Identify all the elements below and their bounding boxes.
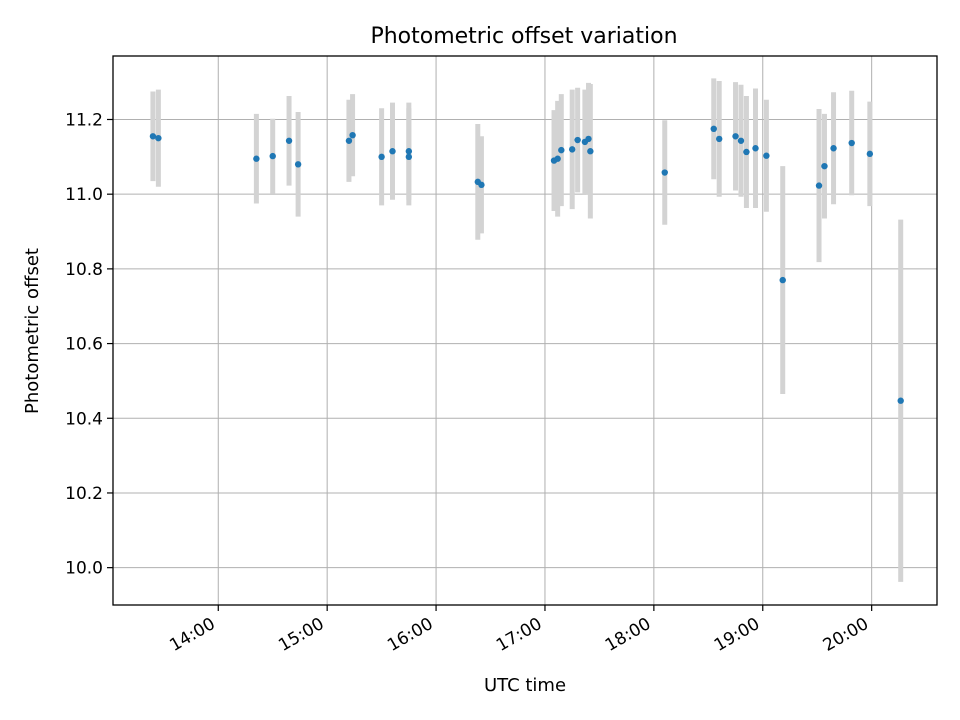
data-point	[269, 152, 276, 160]
data-point	[349, 131, 356, 139]
x-tick-label: 20:00	[820, 614, 872, 656]
y-tick-label: 10.6	[65, 335, 103, 355]
x-tick-label: 17:00	[493, 614, 545, 656]
data-points	[149, 125, 904, 404]
x-axis: 14:00 15:00 16:00 17:00 18:00 19:00 20:00	[166, 605, 873, 656]
data-point	[743, 148, 750, 156]
data-point	[568, 146, 576, 153]
data-point	[779, 276, 786, 284]
data-point	[763, 152, 770, 159]
data-point	[752, 145, 759, 152]
data-point	[149, 133, 157, 140]
data-point	[821, 162, 828, 170]
y-tick-label: 10.8	[65, 260, 103, 280]
x-tick-label: 14:00	[166, 614, 218, 656]
data-point	[716, 135, 723, 143]
data-point	[830, 145, 837, 152]
data-point	[661, 169, 668, 176]
error-bars	[150, 78, 904, 582]
data-point	[478, 181, 485, 189]
data-point	[554, 155, 561, 162]
data-point	[848, 139, 855, 147]
y-axis: 10.0 10.2 10.4 10.6 10.8 11.0 11.2	[65, 110, 113, 579]
data-point	[587, 148, 594, 155]
grid	[113, 56, 937, 605]
data-point	[737, 137, 745, 144]
data-point	[155, 134, 162, 142]
data-point	[815, 182, 823, 189]
data-point	[405, 153, 413, 161]
data-point	[558, 146, 565, 154]
x-axis-label: UTC time	[484, 675, 566, 696]
y-tick-label: 10.4	[65, 409, 103, 429]
data-point	[897, 397, 904, 404]
data-point	[389, 148, 396, 155]
x-tick-label: 18:00	[602, 614, 654, 656]
data-point	[585, 135, 592, 143]
x-tick-label: 16:00	[384, 614, 436, 656]
data-point	[378, 153, 385, 161]
x-tick-label: 15:00	[275, 614, 327, 656]
data-point	[253, 155, 260, 162]
data-point	[294, 161, 302, 168]
y-axis-label: Photometric offset	[22, 248, 43, 414]
plot-frame	[112, 55, 938, 606]
data-point	[405, 148, 413, 155]
chart-title: Photometric offset variation	[370, 24, 677, 49]
data-point	[574, 136, 581, 144]
y-tick-label: 11.2	[65, 110, 103, 130]
data-point	[866, 150, 874, 158]
y-tick-label: 11.0	[65, 185, 103, 205]
data-point	[732, 133, 739, 140]
y-tick-label: 10.0	[65, 559, 103, 579]
data-point	[285, 137, 293, 144]
data-point	[345, 137, 353, 144]
data-point	[710, 125, 717, 133]
y-tick-label: 10.2	[65, 484, 103, 504]
x-tick-label: 19:00	[711, 614, 763, 656]
